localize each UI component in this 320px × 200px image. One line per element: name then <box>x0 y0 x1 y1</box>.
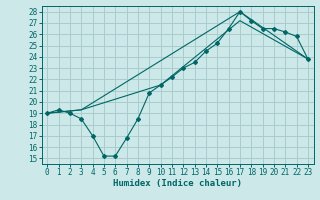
X-axis label: Humidex (Indice chaleur): Humidex (Indice chaleur) <box>113 179 242 188</box>
